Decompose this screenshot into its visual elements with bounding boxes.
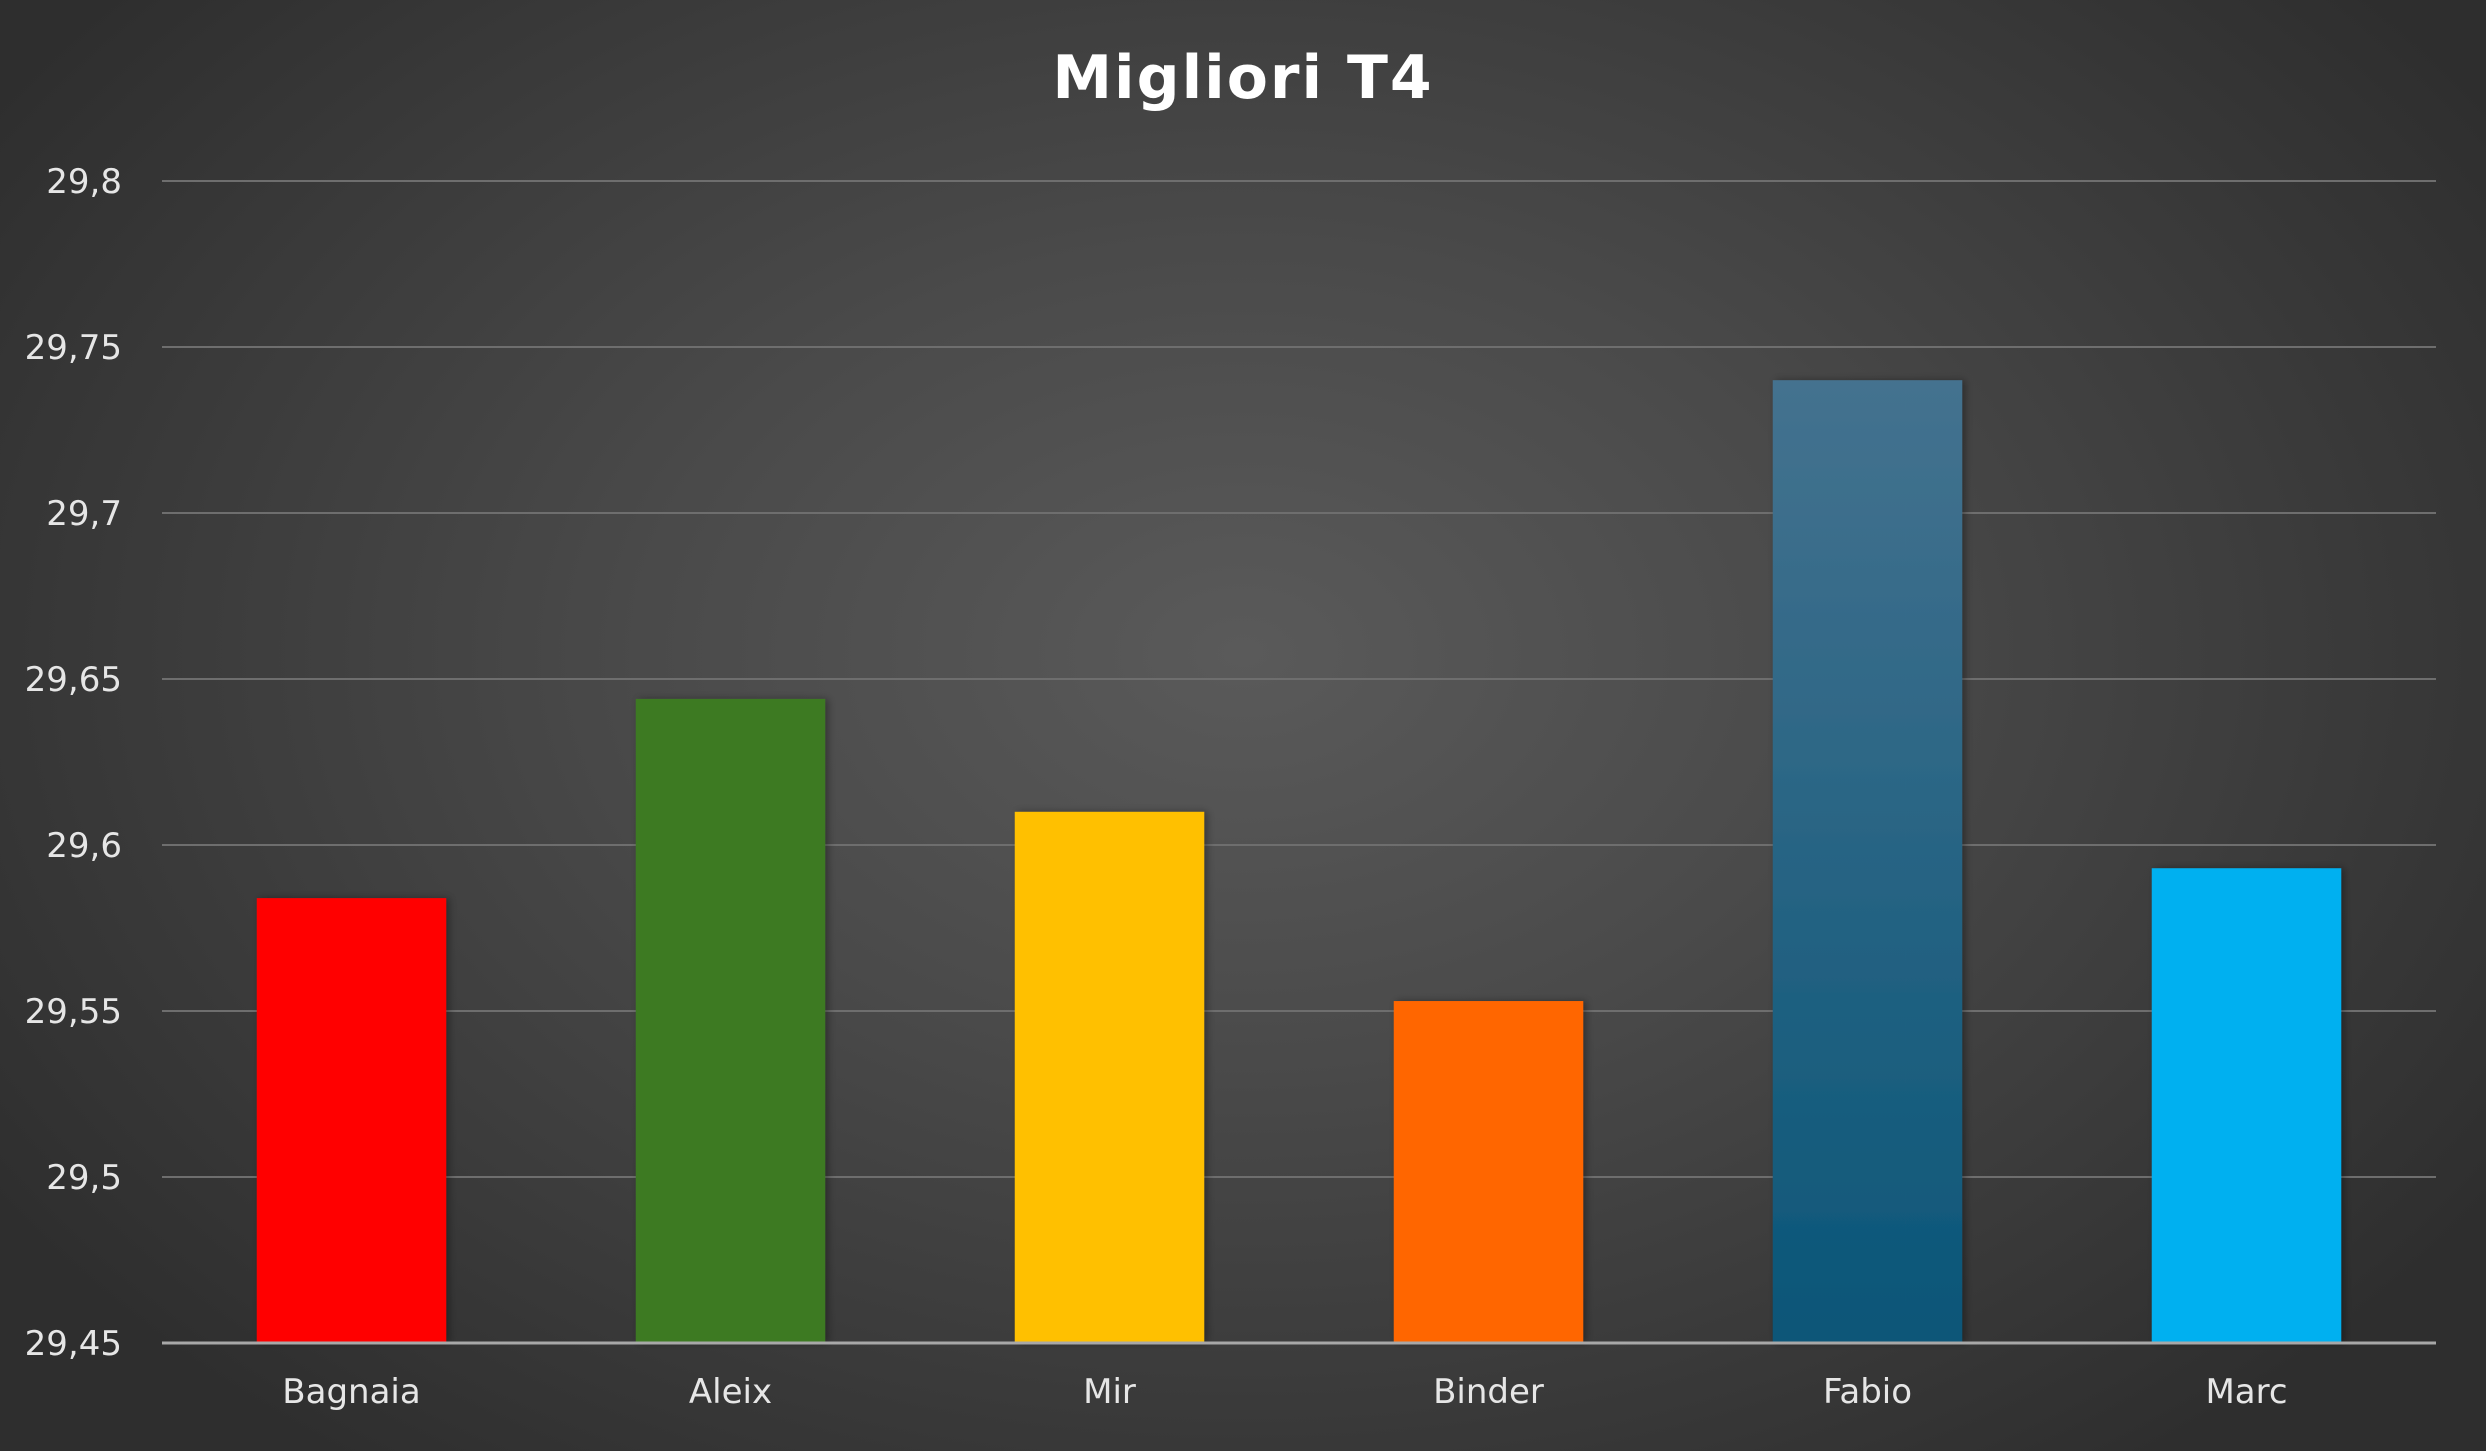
bar-binder [1393,1001,1584,1343]
y-tick-label: 29,5 [46,1158,122,1198]
x-tick-label: Bagnaia [282,1372,420,1412]
x-tick-label: Mir [1083,1372,1136,1412]
y-tick-label: 29,45 [25,1324,122,1364]
y-tick-label: 29,6 [46,826,122,866]
x-tick-label: Binder [1433,1372,1544,1412]
bar-marc [2151,868,2342,1343]
bar-aleix [635,698,826,1343]
bar-bagnaia [256,898,447,1343]
y-tick-label: 29,8 [46,162,122,202]
x-axis-tick-labels: Bagnaia Aleix Mir Binder Fabio Marc [282,1372,2287,1412]
bar-mir [1014,811,1205,1343]
gridlines [162,180,2436,1178]
x-tick-label: Marc [2205,1372,2287,1412]
bar-fabio [1772,380,1963,1343]
y-tick-label: 29,55 [25,992,122,1032]
bars [256,380,2342,1343]
y-tick-label: 29,65 [25,660,122,700]
chart-title: Migliori T4 [1052,43,1433,113]
y-axis-tick-labels: 29,45 29,5 29,55 29,6 29,65 29,7 29,75 29,8 [25,162,122,1364]
x-tick-label: Fabio [1823,1372,1912,1412]
y-tick-label: 29,7 [46,494,122,534]
y-tick-label: 29,75 [25,328,122,368]
x-tick-label: Aleix [689,1372,772,1412]
